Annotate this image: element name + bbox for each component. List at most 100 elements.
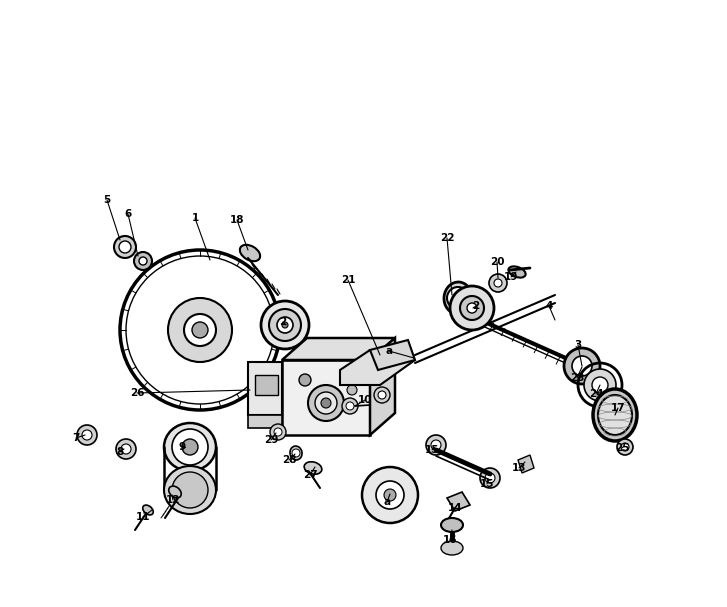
Circle shape xyxy=(277,317,293,333)
Text: 5: 5 xyxy=(103,195,111,205)
Ellipse shape xyxy=(598,395,632,435)
Text: 9: 9 xyxy=(178,442,185,452)
Circle shape xyxy=(584,369,616,401)
Circle shape xyxy=(617,439,633,455)
Text: 10: 10 xyxy=(358,395,372,405)
Circle shape xyxy=(269,309,301,341)
Polygon shape xyxy=(282,338,395,360)
Circle shape xyxy=(480,468,500,488)
Circle shape xyxy=(184,314,216,346)
Ellipse shape xyxy=(290,446,302,460)
Text: 6: 6 xyxy=(124,209,132,219)
Circle shape xyxy=(342,398,358,414)
Text: 23: 23 xyxy=(570,373,585,383)
Circle shape xyxy=(376,481,404,509)
Text: 21: 21 xyxy=(341,275,356,285)
Text: 22: 22 xyxy=(440,233,454,243)
Circle shape xyxy=(168,298,232,362)
Text: 20: 20 xyxy=(490,257,505,267)
Circle shape xyxy=(182,439,198,455)
Circle shape xyxy=(426,435,446,455)
Circle shape xyxy=(299,374,311,386)
Circle shape xyxy=(172,429,208,465)
Circle shape xyxy=(450,286,494,330)
Ellipse shape xyxy=(441,518,463,532)
Text: 14: 14 xyxy=(448,503,462,513)
Text: 2: 2 xyxy=(473,301,480,311)
Circle shape xyxy=(447,287,469,309)
Circle shape xyxy=(467,303,477,313)
Circle shape xyxy=(261,301,309,349)
Ellipse shape xyxy=(444,282,472,314)
Text: 11: 11 xyxy=(136,512,150,522)
Circle shape xyxy=(494,279,502,287)
Circle shape xyxy=(134,252,152,270)
Circle shape xyxy=(192,322,208,338)
Text: 15: 15 xyxy=(425,445,439,455)
Circle shape xyxy=(282,322,288,328)
Circle shape xyxy=(346,402,354,410)
Text: 12: 12 xyxy=(166,495,180,505)
Text: a: a xyxy=(385,346,393,356)
Circle shape xyxy=(362,467,418,523)
Circle shape xyxy=(384,489,396,501)
Circle shape xyxy=(485,473,495,483)
Ellipse shape xyxy=(240,245,260,261)
Polygon shape xyxy=(370,340,415,370)
Ellipse shape xyxy=(508,266,526,277)
Text: 18: 18 xyxy=(230,215,244,225)
Circle shape xyxy=(564,348,600,384)
Text: 13: 13 xyxy=(512,463,526,473)
Text: 28: 28 xyxy=(282,455,296,465)
Ellipse shape xyxy=(142,505,153,515)
Text: 2: 2 xyxy=(279,317,286,327)
Circle shape xyxy=(378,391,386,399)
Circle shape xyxy=(114,236,136,258)
Text: 19: 19 xyxy=(504,272,518,282)
Text: 27: 27 xyxy=(302,470,317,480)
Text: 25: 25 xyxy=(615,443,630,453)
Circle shape xyxy=(489,274,507,292)
Circle shape xyxy=(315,392,337,414)
Circle shape xyxy=(453,293,463,303)
Circle shape xyxy=(119,241,131,253)
Circle shape xyxy=(116,439,136,459)
Circle shape xyxy=(431,440,441,450)
Circle shape xyxy=(77,425,97,445)
Text: 4: 4 xyxy=(545,301,553,311)
Ellipse shape xyxy=(441,541,463,555)
Text: 8: 8 xyxy=(116,447,124,457)
Circle shape xyxy=(82,430,92,440)
Polygon shape xyxy=(248,415,282,428)
Circle shape xyxy=(292,449,300,457)
Circle shape xyxy=(621,443,629,451)
Text: 16: 16 xyxy=(443,535,457,545)
Text: 24: 24 xyxy=(589,389,603,399)
Polygon shape xyxy=(447,492,470,511)
Circle shape xyxy=(592,377,608,393)
Circle shape xyxy=(308,385,344,421)
Polygon shape xyxy=(282,360,370,435)
Text: 1: 1 xyxy=(191,213,198,223)
Text: 26: 26 xyxy=(129,388,144,398)
Ellipse shape xyxy=(164,423,216,471)
Polygon shape xyxy=(370,338,395,435)
Text: 17: 17 xyxy=(611,403,625,413)
Text: a: a xyxy=(383,497,390,507)
Circle shape xyxy=(460,296,484,320)
Circle shape xyxy=(347,385,357,395)
Ellipse shape xyxy=(304,462,322,474)
Text: 7: 7 xyxy=(72,433,80,443)
Circle shape xyxy=(139,257,147,265)
Circle shape xyxy=(321,398,331,408)
Circle shape xyxy=(121,444,131,454)
Polygon shape xyxy=(518,455,534,473)
Ellipse shape xyxy=(593,389,637,441)
Ellipse shape xyxy=(164,466,216,514)
Text: 3: 3 xyxy=(574,340,582,350)
Polygon shape xyxy=(340,350,415,385)
Text: 29: 29 xyxy=(264,435,278,445)
Circle shape xyxy=(270,424,286,440)
Text: 15: 15 xyxy=(480,479,494,489)
Circle shape xyxy=(172,472,208,508)
